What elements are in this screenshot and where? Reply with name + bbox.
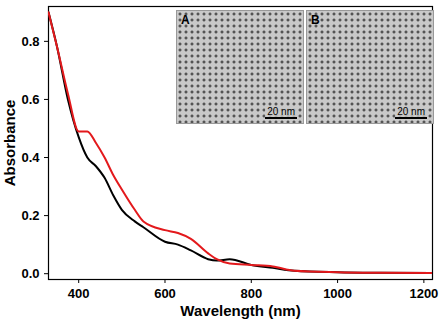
html-text:B: B [311,13,320,27]
html-text:20 nm: 20 nm [397,106,425,117]
svg-text:400: 400 [68,286,90,301]
svg-text:0.8: 0.8 [21,34,39,49]
html-text:A: A [181,13,190,27]
svg-text:0.2: 0.2 [21,208,39,223]
svg-text:1200: 1200 [409,286,438,301]
svg-text:0.4: 0.4 [21,150,40,165]
svg-text:Absorbance: Absorbance [1,100,18,187]
svg-text:0.0: 0.0 [21,266,39,281]
svg-text:0.6: 0.6 [21,92,39,107]
html-text:20 nm: 20 nm [267,106,295,117]
svg-text:Wavelength (nm): Wavelength (nm) [180,302,300,319]
svg-text:600: 600 [154,286,176,301]
svg-text:800: 800 [240,286,262,301]
svg-text:1000: 1000 [323,286,352,301]
